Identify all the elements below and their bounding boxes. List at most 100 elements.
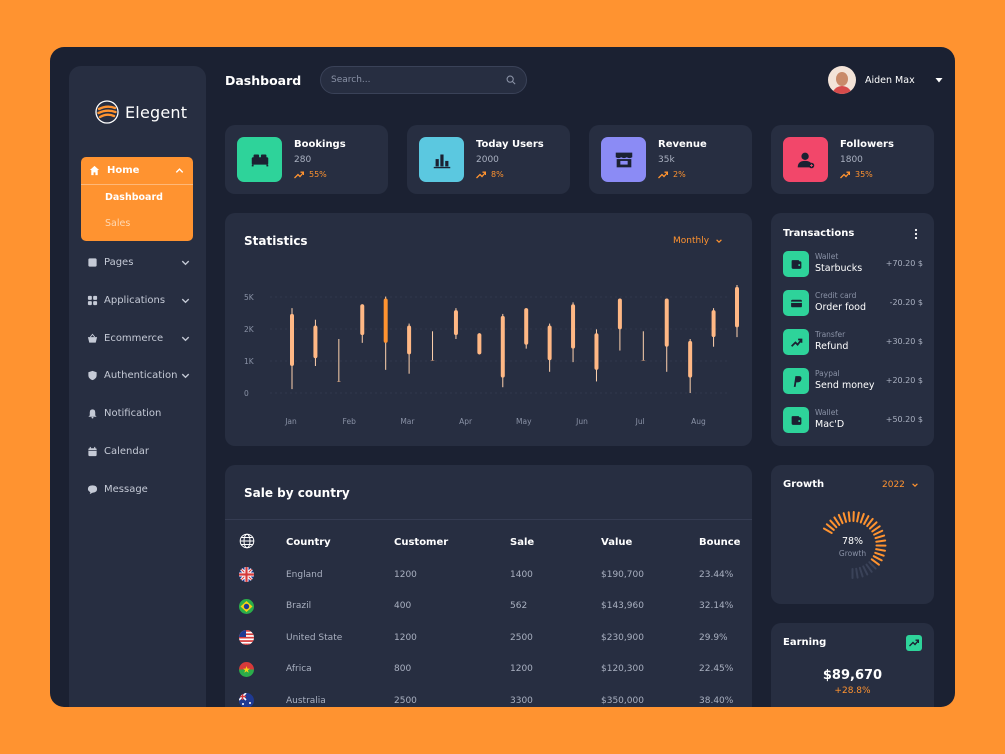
calendar-icon [88, 446, 97, 456]
growth-caption: Growth [838, 549, 867, 558]
column-header-bounce[interactable]: Bounce [699, 536, 741, 548]
column-header-country[interactable]: Country [286, 536, 331, 548]
transactions-title: Transactions [783, 228, 855, 239]
cell-value: $143,960 [601, 601, 644, 612]
user-add-icon [797, 152, 814, 168]
stat-change-value: 55% [309, 170, 327, 179]
transaction-type: Wallet [815, 252, 839, 261]
stat-value: 2000 [476, 155, 499, 165]
table-row[interactable]: England 1200 1400 $190,700 23.44% [239, 559, 749, 591]
table-row[interactable]: Brazil 400 562 $143,960 32.14% [239, 591, 749, 623]
transaction-row[interactable]: Wallet Starbucks +70.20 $ [783, 251, 923, 279]
transaction-row[interactable]: Paypal Send money +20.20 $ [783, 368, 923, 396]
column-header-customer[interactable]: Customer [394, 536, 449, 548]
gauge-tick [825, 523, 835, 531]
stat-card-today-users[interactable]: Today Users 2000 8% [407, 125, 570, 194]
sidebar-item-pages[interactable]: Pages [87, 253, 191, 271]
search-icon[interactable] [506, 75, 516, 85]
transaction-row[interactable]: Credit card Order food -20.20 $ [783, 290, 923, 318]
gauge-tick [875, 539, 887, 543]
y-tick-label: 1K [244, 357, 255, 366]
period-dropdown[interactable]: Monthly [673, 236, 723, 246]
column-header-value[interactable]: Value [601, 536, 633, 548]
candle-body[interactable] [360, 304, 365, 336]
sidebar-subitem-dashboard[interactable]: Dashboard [105, 192, 163, 203]
stat-value: 35k [658, 155, 675, 165]
candle-body[interactable] [336, 381, 341, 382]
candle-body[interactable] [711, 310, 716, 338]
cell-sale: 3300 [510, 695, 533, 706]
candle-body[interactable] [290, 313, 294, 366]
table-row[interactable]: United State 1200 2500 $230,900 29.9% [239, 622, 749, 654]
candle-body[interactable] [641, 360, 646, 361]
sidebar-subitem-sales[interactable]: Sales [105, 218, 131, 229]
transaction-name: Refund [815, 341, 849, 352]
transaction-type: Transfer [815, 330, 846, 339]
more-vertical-icon[interactable] [914, 228, 918, 240]
australia-flag-icon [239, 693, 254, 707]
user-menu[interactable]: Aiden Max [828, 66, 944, 94]
cell-country: Australia [286, 695, 326, 706]
year-dropdown[interactable]: 2022 [882, 480, 919, 490]
home-icon [89, 165, 100, 176]
transactions-card: Transactions Wallet Starbucks +70.20 $ C… [771, 213, 934, 446]
y-tick-label: 5K [244, 293, 255, 302]
candle-body[interactable] [524, 308, 529, 345]
sale-by-country-title: Sale by country [244, 486, 350, 500]
stat-tile [419, 137, 464, 182]
candle-body[interactable] [571, 304, 576, 349]
candle-body[interactable] [477, 333, 482, 355]
sidebar-item-home[interactable]: Home [81, 157, 193, 185]
transaction-amount: +30.20 $ [885, 337, 923, 346]
paypal-icon [793, 375, 801, 387]
transaction-row[interactable]: Wallet Mac'D +50.20 $ [783, 407, 923, 435]
transaction-amount: -20.20 $ [889, 298, 923, 307]
table-row[interactable]: Africa 800 1200 $120,300 22.45% [239, 654, 749, 686]
chevron-down-icon [912, 483, 918, 488]
bar-chart-icon [433, 154, 450, 168]
wallet-icon [791, 415, 801, 425]
sidebar-item-authentication[interactable]: Authentication [87, 366, 191, 384]
stat-change-value: 8% [491, 170, 504, 179]
sidebar-item-applications[interactable]: Applications [87, 291, 191, 309]
brand-name: Elegent [125, 102, 188, 122]
candle-body[interactable] [547, 325, 552, 361]
sidebar-item-label: Message [104, 483, 148, 495]
stat-card-bookings[interactable]: Bookings 280 55% [225, 125, 388, 194]
africa-flag-icon [239, 661, 254, 677]
candle-body[interactable] [594, 333, 599, 370]
divider [225, 519, 752, 520]
candle-body[interactable] [664, 298, 669, 347]
sidebar-item-ecommerce[interactable]: Ecommerce [87, 329, 191, 347]
stat-card-revenue[interactable]: Revenue 35k 2% [589, 125, 752, 194]
avatar[interactable] [828, 66, 856, 94]
gauge-tick [874, 534, 886, 540]
stat-card-followers[interactable]: Followers 1800 35% [771, 125, 934, 194]
stat-change-value: 2% [673, 170, 686, 179]
transaction-row[interactable]: Transfer Refund +30.20 $ [783, 329, 923, 357]
trend-up-icon [476, 171, 486, 178]
logo[interactable]: Elegent [95, 100, 187, 124]
column-header-sale[interactable]: Sale [510, 536, 535, 548]
candle-body[interactable] [383, 298, 388, 343]
gauge-tick [822, 527, 833, 534]
sidebar-item-notification[interactable]: Notification [87, 404, 191, 422]
caret-down-icon[interactable] [934, 75, 944, 85]
sale-by-country-card: Sale by country Country Customer Sale Va… [225, 465, 752, 707]
sidebar-item-calendar[interactable]: Calendar [87, 442, 191, 460]
candle-body[interactable] [453, 310, 458, 336]
candle-body[interactable] [688, 340, 693, 378]
statistics-title: Statistics [244, 234, 308, 248]
candle-body[interactable] [313, 325, 318, 359]
chevron-down-icon [181, 298, 190, 303]
table-row[interactable]: Australia 2500 3300 $350,000 38.40% [239, 685, 749, 707]
transaction-amount: +20.20 $ [885, 376, 923, 385]
candle-body[interactable] [500, 315, 505, 378]
candle-body[interactable] [407, 325, 412, 355]
candle-body[interactable] [735, 286, 739, 328]
earning-badge[interactable] [906, 635, 922, 651]
candle-body[interactable] [430, 360, 435, 361]
candle-body[interactable] [617, 298, 622, 330]
search-input[interactable]: Search... [320, 66, 527, 94]
sidebar-item-message[interactable]: Message [87, 480, 191, 498]
